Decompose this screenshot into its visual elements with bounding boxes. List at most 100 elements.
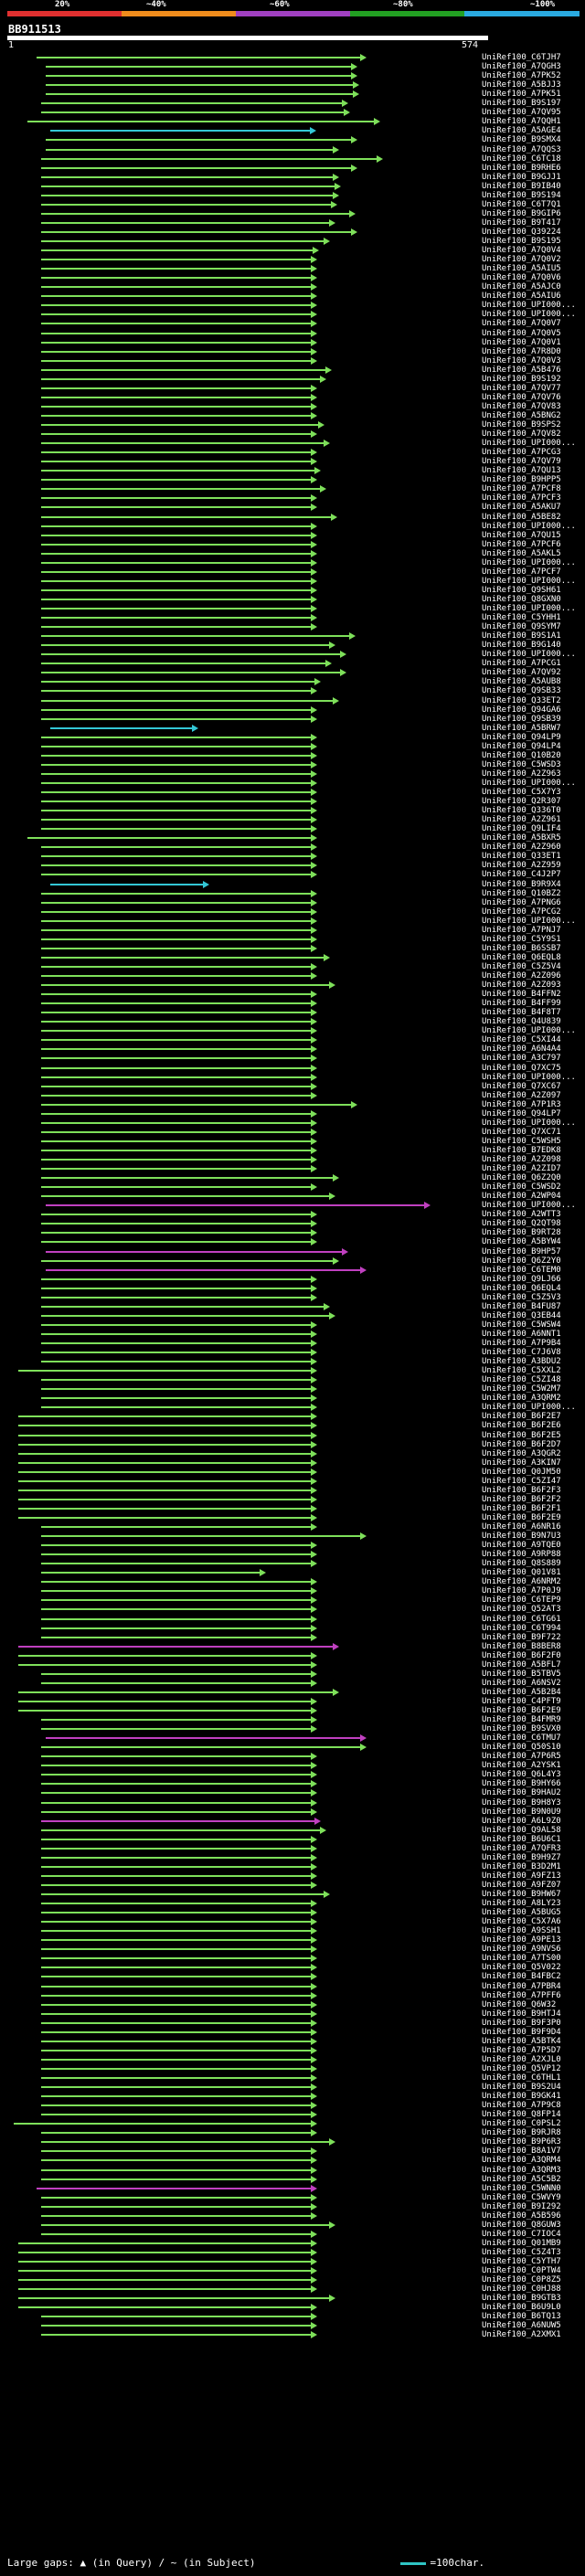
hit-row[interactable]: UniRef100_C7IOC4 xyxy=(0,2230,585,2239)
hit-row[interactable]: UniRef100_C5WNN0 xyxy=(0,2184,585,2193)
hit-label[interactable]: UniRef100_A5BTK4 xyxy=(482,2037,561,2046)
hit-row[interactable]: UniRef100_C6T994 xyxy=(0,1624,585,1633)
hit-row[interactable]: UniRef100_C0PSL2 xyxy=(0,2119,585,2128)
hit-label[interactable]: UniRef100_B9HAU2 xyxy=(482,1788,561,1797)
hit-label[interactable]: UniRef100_B9GTB3 xyxy=(482,2294,561,2303)
hit-label[interactable]: UniRef100_Q3EB44 xyxy=(482,1311,561,1320)
hit-row[interactable]: UniRef100_C5Z5V3 xyxy=(0,1293,585,1302)
hit-label[interactable]: UniRef100_B3D2M1 xyxy=(482,1862,561,1871)
hit-alignment-line[interactable] xyxy=(41,589,312,591)
hit-alignment-line[interactable] xyxy=(41,2215,312,2217)
hit-alignment-line[interactable] xyxy=(41,1361,312,1362)
hit-alignment-line[interactable] xyxy=(18,1499,312,1500)
hit-label[interactable]: UniRef100_A7QU15 xyxy=(482,531,561,540)
hit-label[interactable]: UniRef100_A5BJJ3 xyxy=(482,80,561,90)
hit-row[interactable]: UniRef100_B6F2E6 xyxy=(0,1421,585,1430)
hit-alignment-line[interactable] xyxy=(41,222,330,224)
hit-alignment-line[interactable] xyxy=(41,1039,312,1041)
hit-alignment-line[interactable] xyxy=(41,295,312,297)
hit-row[interactable]: UniRef100_A5BYW4 xyxy=(0,1237,585,1246)
hit-alignment-line[interactable] xyxy=(41,828,312,830)
hit-row[interactable]: UniRef100_B7EDK8 xyxy=(0,1146,585,1155)
hit-row[interactable]: UniRef100_A6NR16 xyxy=(0,1522,585,1532)
hit-row[interactable]: UniRef100_Q0JM50 xyxy=(0,1468,585,1477)
hit-label[interactable]: UniRef100_B6F2E5 xyxy=(482,1431,561,1440)
hit-alignment-line[interactable] xyxy=(41,544,312,546)
hit-alignment-line[interactable] xyxy=(41,1921,312,1923)
hit-row[interactable]: UniRef100_A5BJJ3 xyxy=(0,80,585,90)
hit-alignment-line[interactable] xyxy=(46,1737,361,1739)
hit-label[interactable]: UniRef100_Q7XC75 xyxy=(482,1064,561,1073)
hit-row[interactable]: UniRef100_C5WSH5 xyxy=(0,1137,585,1146)
hit-alignment-line[interactable] xyxy=(41,2197,312,2199)
hit-row[interactable]: UniRef100_A5BRW7 xyxy=(0,724,585,733)
hit-row[interactable]: UniRef100_C5X7A6 xyxy=(0,1917,585,1926)
hit-alignment-line[interactable] xyxy=(41,764,312,766)
hit-alignment-line[interactable] xyxy=(41,1627,312,1629)
hit-row[interactable]: UniRef100_C6TC18 xyxy=(0,154,585,164)
hit-alignment-line[interactable] xyxy=(46,149,334,151)
hit-alignment-line[interactable] xyxy=(41,1232,312,1234)
hit-row[interactable]: UniRef100_B9S197 xyxy=(0,99,585,108)
hit-label[interactable]: UniRef100_Q7XC71 xyxy=(482,1128,561,1137)
hit-row[interactable]: UniRef100_Q8GXN0 xyxy=(0,595,585,604)
hit-row[interactable]: UniRef100_Q9LIF4 xyxy=(0,824,585,833)
hit-alignment-line[interactable] xyxy=(41,1012,312,1013)
hit-row[interactable]: UniRef100_B9IB40 xyxy=(0,182,585,191)
hit-alignment-line[interactable] xyxy=(41,1535,361,1537)
hit-label[interactable]: UniRef100_A3QRM4 xyxy=(482,2156,561,2165)
hit-row[interactable]: UniRef100_C7J6V8 xyxy=(0,1348,585,1357)
hit-row[interactable]: UniRef100_Q2QT98 xyxy=(0,1219,585,1228)
hit-label[interactable]: UniRef100_A3QGR2 xyxy=(482,1449,561,1458)
hit-row[interactable]: UniRef100_C5Z5V4 xyxy=(0,962,585,971)
hit-alignment-line[interactable] xyxy=(18,1517,312,1519)
hit-label[interactable]: UniRef100_B9F722 xyxy=(482,1633,561,1642)
hit-row[interactable]: UniRef100_C5Z4T3 xyxy=(0,2248,585,2257)
hit-label[interactable]: UniRef100_B9G140 xyxy=(482,641,561,650)
hit-alignment-line[interactable] xyxy=(41,1792,312,1794)
hit-label[interactable]: UniRef100_B9S192 xyxy=(482,375,561,384)
hit-alignment-line[interactable] xyxy=(41,653,341,655)
hit-label[interactable]: UniRef100_A7QGH3 xyxy=(482,62,561,71)
hit-alignment-line[interactable] xyxy=(41,1746,361,1748)
hit-label[interactable]: UniRef100_C0P8Z5 xyxy=(482,2275,561,2284)
hit-label[interactable]: UniRef100_C5WNN0 xyxy=(482,2184,561,2193)
hit-row[interactable]: UniRef100_Q5V022 xyxy=(0,1963,585,1972)
hit-alignment-line[interactable] xyxy=(41,2041,312,2042)
hit-label[interactable]: UniRef100_A2XMX1 xyxy=(482,2330,561,2339)
hit-label[interactable]: UniRef100_A5AIU6 xyxy=(482,292,561,301)
hit-row[interactable]: UniRef100_A7Q0V4 xyxy=(0,246,585,255)
hit-alignment-line[interactable] xyxy=(18,1710,312,1712)
hit-row[interactable]: UniRef100_A7QV76 xyxy=(0,393,585,402)
hit-alignment-line[interactable] xyxy=(41,1131,312,1133)
hit-row[interactable]: UniRef100_A7PCG2 xyxy=(0,907,585,917)
hit-row[interactable]: UniRef100_Q9LJ66 xyxy=(0,1275,585,1284)
hit-alignment-line[interactable] xyxy=(41,874,312,875)
hit-label[interactable]: UniRef100_C5YTH7 xyxy=(482,2257,561,2266)
hit-row[interactable]: UniRef100_B3D2M1 xyxy=(0,1862,585,1871)
hit-row[interactable]: UniRef100_UPI000... xyxy=(0,1073,585,1082)
hit-row[interactable]: UniRef100_A7QV95 xyxy=(0,108,585,117)
hit-label[interactable]: UniRef100_A5AGE4 xyxy=(482,126,561,135)
hit-alignment-line[interactable] xyxy=(41,902,312,904)
hit-row[interactable]: UniRef100_A5AKU7 xyxy=(0,503,585,512)
hit-alignment-line[interactable] xyxy=(46,75,352,77)
hit-row[interactable]: UniRef100_A7QV82 xyxy=(0,429,585,439)
hit-label[interactable]: UniRef100_B8BER8 xyxy=(482,1642,561,1651)
hit-row[interactable]: UniRef100_B9I292 xyxy=(0,2202,585,2211)
hit-row[interactable]: UniRef100_A2Z093 xyxy=(0,981,585,990)
hit-alignment-line[interactable] xyxy=(41,920,312,922)
hit-row[interactable]: UniRef100_A7QV92 xyxy=(0,668,585,677)
hit-label[interactable]: UniRef100_A7PCF7 xyxy=(482,567,561,577)
hit-alignment-line[interactable] xyxy=(41,1839,312,1840)
hit-label[interactable]: UniRef100_B9HP57 xyxy=(482,1247,561,1256)
hit-alignment-line[interactable] xyxy=(41,1728,312,1730)
hit-label[interactable]: UniRef100_B4FF99 xyxy=(482,999,561,1008)
hit-row[interactable]: UniRef100_A7PCG3 xyxy=(0,448,585,457)
hit-row[interactable]: UniRef100_B5TBV5 xyxy=(0,1670,585,1679)
hit-alignment-line[interactable] xyxy=(41,1848,312,1850)
hit-row[interactable]: UniRef100_A7PK51 xyxy=(0,90,585,99)
hit-alignment-line[interactable] xyxy=(41,1903,312,1904)
hit-row[interactable]: UniRef100_A7Q0V6 xyxy=(0,273,585,282)
hit-row[interactable]: UniRef100_A5BNG2 xyxy=(0,411,585,420)
